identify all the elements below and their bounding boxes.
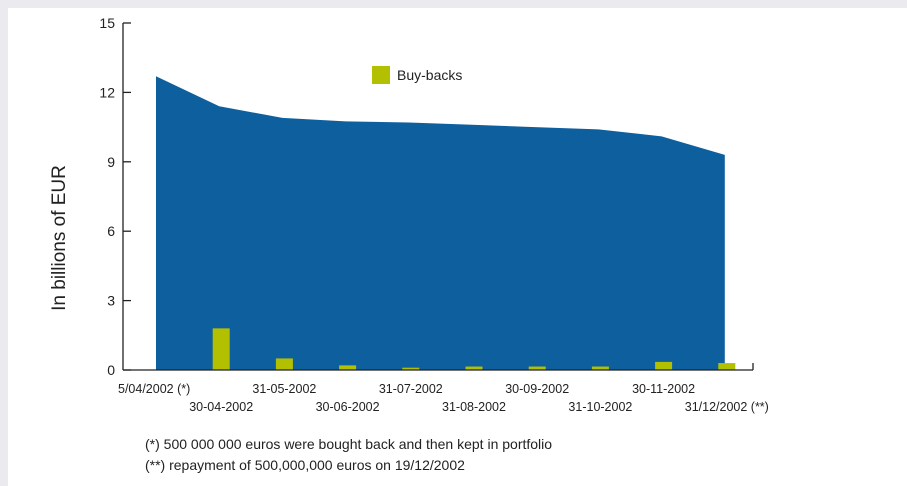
bar-buy-backs-5: [402, 367, 420, 370]
labels-layer: 0 3 6 9 12 15 5/04/2002 (*) 30-04-2002 31-05-200…: [99, 15, 768, 414]
y-tick-label-9: 9: [107, 154, 115, 170]
legend-label-buy-backs: Buy-backs: [397, 67, 462, 83]
area-bar-chart: 0 3 6 9 12 15 5/04/2002 (*) 30-04-2002 31-05-200…: [49, 15, 769, 414]
legend-swatch-buy-backs: [372, 66, 390, 84]
y-tick-label-15: 15: [99, 15, 115, 31]
bar-buy-backs-6: [465, 366, 483, 370]
y-tick-label-3: 3: [107, 293, 115, 309]
x-tick-label-2: 30-04-2002: [189, 400, 253, 414]
bar-buy-backs-2: [212, 328, 230, 370]
axes-layer: [122, 22, 754, 371]
x-tick-label-7: 30-09-2002: [505, 382, 569, 396]
y-tick-label-0: 0: [107, 362, 115, 378]
y-tick-label-6: 6: [107, 223, 115, 239]
x-tick-label-4: 30-06-2002: [316, 400, 380, 414]
area-series: [156, 76, 725, 370]
footnote-2: (**) repayment of 500,000,000 euros on 1…: [145, 457, 465, 473]
y-tick-label-12: 12: [99, 84, 115, 100]
bars-layer: [212, 328, 736, 370]
bar-buy-backs-10: [718, 363, 736, 370]
bar-buy-backs-7: [528, 366, 546, 370]
legend: Buy-backs: [372, 66, 462, 84]
bar-buy-backs-4: [339, 365, 357, 370]
x-tick-label-5: 31-07-2002: [379, 382, 443, 396]
y-axis-label: In billions of EUR: [49, 165, 70, 311]
x-tick-label-10: 31/12/2002 (**): [685, 400, 769, 414]
x-tick-label-3: 31-05-2002: [252, 382, 316, 396]
x-tick-label-8: 31-10-2002: [568, 400, 632, 414]
bar-buy-backs-9: [655, 361, 673, 370]
x-tick-label-9: 30-11-2002: [632, 382, 695, 396]
footnote-1: (*) 500 000 000 euros were bought back a…: [145, 436, 553, 452]
bar-buy-backs-8: [591, 366, 609, 370]
x-tick-label-1: 5/04/2002 (*): [118, 382, 190, 396]
bar-buy-backs-3: [275, 358, 293, 370]
x-tick-label-6: 31-08-2002: [442, 400, 506, 414]
area-layer: [156, 76, 725, 370]
chart-canvas: 0 3 6 9 12 15 5/04/2002 (*) 30-04-2002 31-05-200…: [8, 8, 907, 486]
